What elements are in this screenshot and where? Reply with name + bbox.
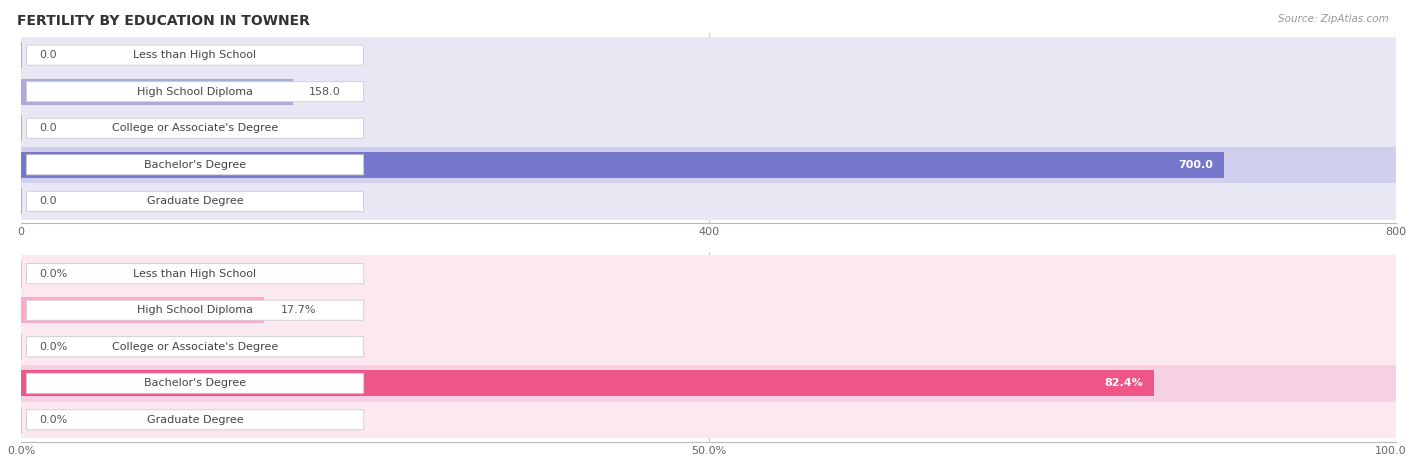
Bar bbox=[21, 37, 1396, 74]
Text: Less than High School: Less than High School bbox=[134, 269, 257, 279]
Text: College or Associate's Degree: College or Associate's Degree bbox=[112, 342, 278, 352]
Text: 0.0: 0.0 bbox=[39, 50, 56, 60]
FancyBboxPatch shape bbox=[27, 373, 364, 393]
Text: 700.0: 700.0 bbox=[1178, 160, 1213, 170]
FancyBboxPatch shape bbox=[27, 155, 364, 175]
Text: Graduate Degree: Graduate Degree bbox=[146, 196, 243, 206]
Text: High School Diploma: High School Diploma bbox=[136, 305, 253, 315]
Bar bbox=[21, 365, 1396, 401]
Text: 0.0%: 0.0% bbox=[39, 342, 67, 352]
Bar bbox=[21, 152, 1225, 178]
Text: Graduate Degree: Graduate Degree bbox=[146, 415, 243, 425]
Text: Less than High School: Less than High School bbox=[134, 50, 257, 60]
Text: 82.4%: 82.4% bbox=[1104, 378, 1143, 388]
FancyBboxPatch shape bbox=[27, 191, 364, 211]
Text: FERTILITY BY EDUCATION IN TOWNER: FERTILITY BY EDUCATION IN TOWNER bbox=[17, 14, 309, 28]
Bar bbox=[21, 78, 292, 105]
FancyBboxPatch shape bbox=[27, 264, 364, 284]
FancyBboxPatch shape bbox=[27, 118, 364, 138]
Text: 0.0%: 0.0% bbox=[39, 415, 67, 425]
Bar bbox=[21, 74, 1396, 110]
Text: Source: ZipAtlas.com: Source: ZipAtlas.com bbox=[1278, 14, 1389, 24]
Bar bbox=[21, 146, 1396, 183]
Bar bbox=[21, 401, 1396, 438]
Text: 158.0: 158.0 bbox=[309, 87, 340, 97]
FancyBboxPatch shape bbox=[27, 45, 364, 65]
FancyBboxPatch shape bbox=[27, 337, 364, 357]
FancyBboxPatch shape bbox=[27, 82, 364, 102]
Bar bbox=[21, 183, 1396, 219]
Text: 17.7%: 17.7% bbox=[281, 305, 316, 315]
Text: 0.0%: 0.0% bbox=[39, 269, 67, 279]
Text: 0.0: 0.0 bbox=[39, 123, 56, 133]
Bar bbox=[21, 256, 1396, 292]
Text: Bachelor's Degree: Bachelor's Degree bbox=[143, 160, 246, 170]
FancyBboxPatch shape bbox=[27, 300, 364, 320]
FancyBboxPatch shape bbox=[27, 410, 364, 430]
Bar bbox=[21, 292, 1396, 329]
Bar bbox=[21, 110, 1396, 146]
Bar bbox=[21, 297, 264, 323]
Bar bbox=[21, 329, 1396, 365]
Text: 0.0: 0.0 bbox=[39, 196, 56, 206]
Text: Bachelor's Degree: Bachelor's Degree bbox=[143, 378, 246, 388]
Text: College or Associate's Degree: College or Associate's Degree bbox=[112, 123, 278, 133]
Text: High School Diploma: High School Diploma bbox=[136, 87, 253, 97]
Bar bbox=[21, 370, 1154, 397]
